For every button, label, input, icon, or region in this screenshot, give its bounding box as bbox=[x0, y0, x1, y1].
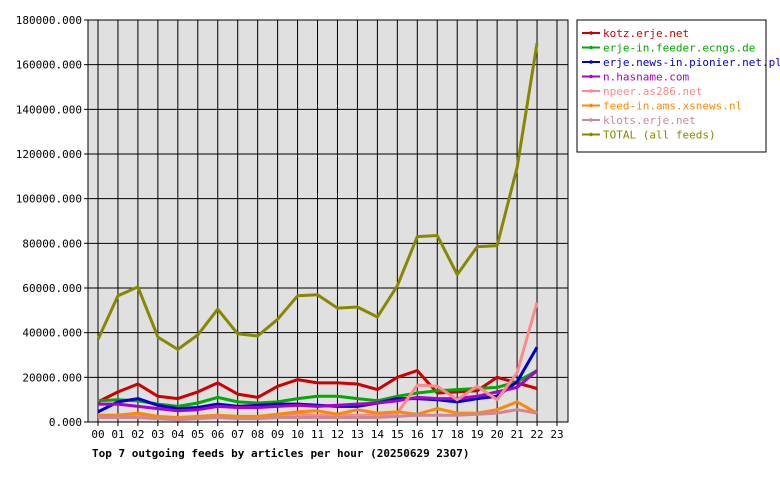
y-tick-label: 120000.000 bbox=[16, 148, 82, 161]
series-lines bbox=[96, 43, 539, 422]
legend-marker bbox=[589, 132, 593, 137]
x-tick-label: 18 bbox=[451, 428, 464, 441]
x-tick-label: 04 bbox=[171, 428, 185, 441]
y-tick-label: 60000.000 bbox=[22, 282, 82, 295]
x-tick-label: 05 bbox=[191, 428, 204, 441]
legend-label: feed-in.ams.xsnews.nl bbox=[603, 100, 742, 113]
legend-label: erje.news-in.pionier.net.pl bbox=[603, 56, 780, 69]
x-tick-label: 01 bbox=[111, 428, 124, 441]
y-tick-label: 80000.000 bbox=[22, 237, 82, 250]
legend-marker bbox=[589, 74, 593, 79]
legend-marker bbox=[589, 31, 593, 35]
x-tick-label: 15 bbox=[391, 428, 404, 441]
y-axis: 0.000 20000.000 40000.000 60000.000 80000.00… bbox=[16, 14, 88, 429]
x-axis: 00 01 02 03 04 05 06 07 08 09 10 11 12 13 14 15 16 17 18 19… bbox=[91, 422, 564, 441]
y-tick-label: 180000.000 bbox=[16, 14, 82, 27]
x-tick-label: 00 bbox=[91, 428, 104, 441]
x-tick-label: 03 bbox=[151, 428, 164, 441]
x-tick-label: 12 bbox=[331, 428, 344, 441]
series-line-1 bbox=[97, 369, 538, 408]
x-tick-label: 23 bbox=[550, 428, 563, 441]
x-tick-label: 20 bbox=[491, 428, 504, 441]
legend-marker bbox=[589, 45, 593, 50]
y-tick-label: 160000.000 bbox=[16, 59, 82, 72]
x-tick-label: 09 bbox=[271, 428, 284, 441]
legend-label: erje-in.feeder.ecngs.de bbox=[603, 42, 755, 55]
x-tick-label: 17 bbox=[431, 428, 444, 441]
series-line-3 bbox=[98, 369, 538, 413]
y-tick-label: 40000.000 bbox=[22, 327, 82, 340]
series-line-7 bbox=[96, 43, 539, 351]
series-line-0 bbox=[97, 369, 538, 404]
y-tick-label: 20000.000 bbox=[22, 371, 82, 384]
x-tick-label: 02 bbox=[131, 428, 144, 441]
legend-marker bbox=[589, 89, 593, 93]
legend-label: n.hasname.com bbox=[603, 71, 689, 84]
legend-marker bbox=[589, 118, 593, 122]
series-line-5 bbox=[98, 400, 538, 419]
legend-marker bbox=[589, 103, 593, 108]
x-tick-label: 06 bbox=[211, 428, 224, 441]
x-tick-label: 22 bbox=[530, 428, 543, 441]
x-tick-label: 19 bbox=[471, 428, 484, 441]
series-line-6 bbox=[98, 408, 538, 422]
y-tick-label: 100000.000 bbox=[16, 193, 82, 206]
x-tick-label: 21 bbox=[510, 428, 523, 441]
plot-background bbox=[87, 19, 569, 423]
legend-marker bbox=[589, 60, 593, 64]
x-tick-label: 07 bbox=[231, 428, 244, 441]
legend-label: TOTAL (all feeds) bbox=[603, 129, 716, 142]
legend-box bbox=[576, 19, 767, 153]
chart-title: Top 7 outgoing feeds by articles per hou… bbox=[92, 447, 470, 460]
x-tick-label: 14 bbox=[371, 428, 385, 441]
x-tick-label: 16 bbox=[411, 428, 424, 441]
x-tick-label: 13 bbox=[351, 428, 364, 441]
legend-label: npeer.as286.net bbox=[603, 85, 702, 98]
grid bbox=[88, 19, 568, 423]
x-tick-label: 08 bbox=[251, 428, 264, 441]
legend-label: kotz.erje.net bbox=[603, 27, 689, 40]
x-tick-label: 10 bbox=[291, 428, 304, 441]
legend: kotz.erje.net erje-in.feeder.ecngs.deerje… bbox=[576, 19, 780, 153]
legend-label: klots.erje.net bbox=[603, 114, 696, 127]
y-tick-label: 0.000 bbox=[49, 416, 82, 429]
y-tick-label: 140000.000 bbox=[16, 103, 82, 116]
x-tick-label: 11 bbox=[311, 428, 324, 441]
